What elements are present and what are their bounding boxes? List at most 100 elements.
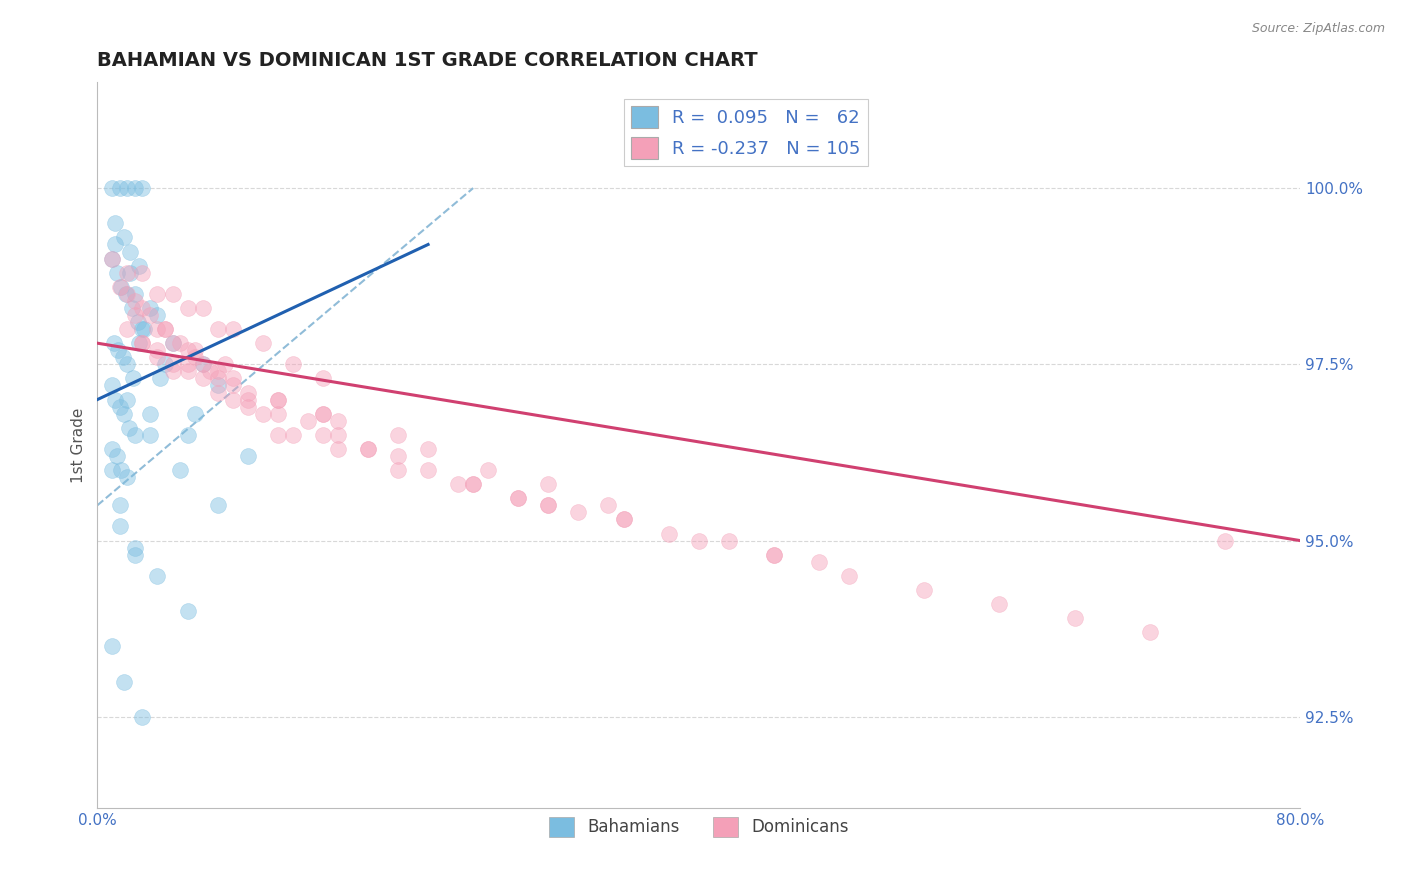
Point (252, 407, 274, 421)
Point (176, 343, 198, 358)
Point (108, 280, 131, 294)
Point (207, 378, 229, 392)
Point (477, 463, 499, 477)
Point (612, 512, 634, 526)
Point (162, 286, 184, 301)
Point (912, 582, 935, 597)
Point (207, 364, 229, 378)
Point (108, 181, 131, 195)
Text: BAHAMIAN VS DOMINICAN 1ST GRADE CORRELATION CHART: BAHAMIAN VS DOMINICAN 1ST GRADE CORRELAT… (97, 51, 758, 70)
Point (124, 293, 146, 308)
Point (169, 336, 191, 351)
Point (221, 378, 243, 392)
Point (121, 301, 143, 315)
Point (117, 286, 139, 301)
Point (111, 351, 134, 365)
Point (105, 266, 128, 280)
Point (128, 336, 150, 351)
Point (146, 343, 169, 358)
Point (267, 407, 290, 421)
Point (508, 491, 530, 506)
Point (108, 498, 131, 512)
Point (988, 597, 1011, 611)
Point (207, 385, 229, 400)
Point (124, 286, 146, 301)
Point (1139, 625, 1161, 640)
Point (101, 252, 124, 266)
Point (162, 336, 184, 351)
Point (117, 357, 139, 371)
Point (110, 280, 132, 294)
Point (207, 322, 229, 336)
Point (120, 266, 142, 280)
Point (236, 385, 259, 400)
Point (101, 463, 124, 477)
Point (146, 286, 169, 301)
Point (127, 315, 149, 329)
Point (112, 674, 135, 689)
Point (176, 357, 198, 371)
Point (508, 491, 530, 506)
Point (387, 463, 409, 477)
Point (762, 548, 785, 562)
Point (124, 427, 146, 442)
Point (124, 181, 146, 195)
Point (120, 244, 142, 259)
Point (387, 427, 409, 442)
Point (132, 322, 155, 336)
Point (112, 230, 135, 244)
Point (537, 477, 560, 491)
Point (207, 371, 229, 385)
Point (104, 392, 127, 407)
Point (184, 351, 207, 365)
Point (108, 519, 131, 533)
Point (162, 336, 184, 351)
Point (221, 371, 243, 385)
Point (267, 427, 290, 442)
Point (118, 421, 141, 435)
Point (416, 442, 439, 456)
Point (176, 301, 198, 315)
Point (139, 407, 162, 421)
Point (567, 505, 589, 519)
Point (115, 286, 138, 301)
Point (122, 371, 145, 385)
Point (252, 336, 274, 351)
Point (357, 442, 380, 456)
Point (312, 407, 335, 421)
Point (101, 181, 124, 195)
Point (357, 442, 380, 456)
Point (236, 400, 259, 414)
Point (101, 378, 124, 392)
Point (312, 407, 335, 421)
Point (537, 498, 560, 512)
Point (169, 463, 191, 477)
Point (214, 357, 236, 371)
Point (236, 392, 259, 407)
Point (128, 259, 150, 273)
Point (139, 308, 162, 322)
Point (463, 477, 485, 491)
Point (139, 301, 162, 315)
Point (326, 442, 349, 456)
Point (176, 604, 198, 618)
Point (153, 322, 176, 336)
Point (1213, 533, 1236, 548)
Point (101, 252, 124, 266)
Point (146, 351, 169, 365)
Point (146, 308, 169, 322)
Point (112, 407, 135, 421)
Point (108, 400, 131, 414)
Point (612, 512, 634, 526)
Point (101, 442, 124, 456)
Point (146, 569, 169, 583)
Point (131, 322, 153, 336)
Point (149, 371, 172, 385)
Point (124, 541, 146, 555)
Point (184, 407, 207, 421)
Point (191, 371, 214, 385)
Point (267, 392, 290, 407)
Point (191, 301, 214, 315)
Y-axis label: 1st Grade: 1st Grade (72, 408, 86, 483)
Point (104, 237, 127, 252)
